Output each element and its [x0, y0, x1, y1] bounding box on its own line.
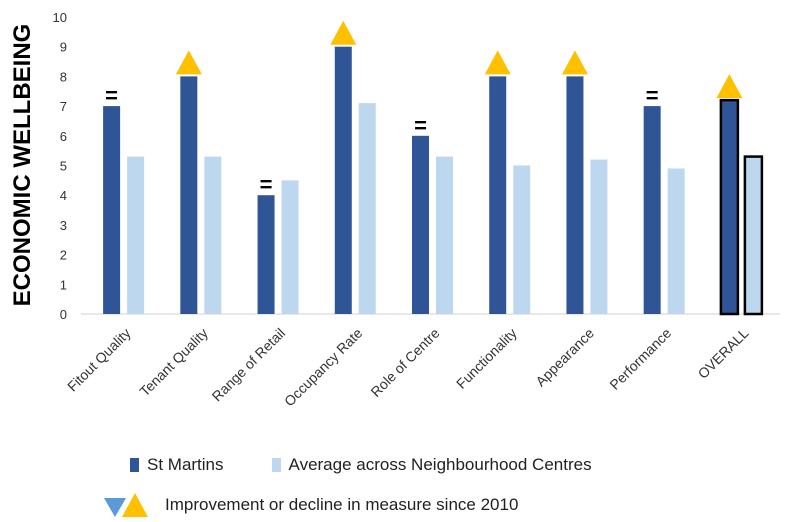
- x-tick-label-role-of-centre: Role of Centre: [367, 325, 442, 400]
- x-tick-label-functionality: Functionality: [453, 325, 520, 392]
- bar-st-martins-range-of-retail: [257, 195, 275, 314]
- legend-swatch-average: [271, 458, 281, 472]
- improvement-marker-overall: [716, 74, 743, 99]
- x-tick-label-tenant-quality: Tenant Quality: [136, 325, 211, 400]
- decline-triangle-icon: [104, 498, 126, 517]
- y-tick-label: 7: [60, 99, 67, 114]
- x-tick-label-overall: OVERALL: [695, 325, 752, 382]
- bar-st-martins-appearance: [566, 76, 584, 315]
- improvement-marker-appearance: [561, 50, 588, 75]
- bar-average-across-neighbourhood-centres-functionality: [513, 165, 531, 314]
- bar-average-across-neighbourhood-centres-performance: [667, 168, 685, 314]
- y-tick-label: 3: [60, 218, 67, 233]
- improvement-triangle-icon: [122, 493, 148, 517]
- x-tick-label-fitout-quality: Fitout Quality: [64, 325, 134, 395]
- y-axis-label: ECONOMIC WELLBEING: [9, 24, 36, 307]
- y-tick-label: 5: [60, 159, 67, 174]
- x-tick-label-range-of-retail: Range of Retail: [209, 325, 289, 405]
- legend-item-average: Average across Neighbourhood Centres: [271, 455, 592, 475]
- bar-average-across-neighbourhood-centres-occupancy-rate: [358, 103, 376, 314]
- bar-st-martins-role-of-centre: [412, 135, 429, 314]
- bar-st-martins-overall: [719, 98, 740, 316]
- bar-st-martins-fitout-quality: [103, 106, 121, 314]
- no-change-marker-fitout-quality: =: [105, 83, 118, 108]
- bar-average-across-neighbourhood-centres-role-of-centre: [436, 156, 453, 314]
- x-tick-label-appearance: Appearance: [532, 325, 597, 390]
- change-note-label: Improvement or decline in measure since …: [165, 495, 519, 514]
- bar-average-across-neighbourhood-centres-tenant-quality: [204, 156, 222, 314]
- legend-label-st-martins: St Martins: [147, 455, 224, 474]
- series-legend: St Martins Average across Neighbourhood …: [130, 455, 640, 475]
- y-tick-label: 4: [60, 188, 67, 203]
- y-tick-label: 6: [60, 129, 67, 144]
- bar-chart: 0 1 2 3 4 5 6 7 8 9 10 = = = = Fitout Quality Tenant Q…: [9, 10, 780, 410]
- no-change-marker-range-of-retail: =: [260, 172, 273, 197]
- no-change-marker-performance: =: [646, 83, 659, 108]
- y-tick-label: 0: [60, 307, 67, 322]
- bar-average-across-neighbourhood-centres-appearance: [590, 159, 608, 314]
- no-change-marker-role-of-centre: =: [414, 113, 427, 138]
- bar-average-across-neighbourhood-centres-range-of-retail: [281, 180, 299, 314]
- improvement-marker-tenant-quality: [175, 50, 202, 75]
- change-legend: Improvement or decline in measure since …: [103, 492, 518, 518]
- change-icons: [103, 492, 149, 518]
- y-tick-label: 1: [60, 277, 67, 292]
- bar-st-martins-performance: [643, 106, 661, 314]
- x-tick-label-performance: Performance: [606, 325, 674, 393]
- improvement-marker-functionality: [484, 50, 511, 75]
- legend-item-st-martins: St Martins: [130, 455, 224, 475]
- legend-swatch-st-martins: [130, 458, 139, 472]
- y-tick-label: 9: [60, 40, 67, 55]
- bar-average-across-neighbourhood-centres-fitout-quality: [127, 156, 145, 314]
- bar-st-martins-occupancy-rate: [334, 46, 352, 314]
- bar-st-martins-tenant-quality: [180, 76, 198, 315]
- y-tick-label: 2: [60, 248, 67, 263]
- y-tick-label: 8: [60, 69, 67, 84]
- x-tick-label-occupancy-rate: Occupancy Rate: [281, 325, 366, 410]
- y-tick-label: 10: [53, 10, 67, 25]
- bar-st-martins-functionality: [489, 76, 507, 315]
- improvement-marker-occupancy-rate: [330, 20, 357, 45]
- bar-average-across-neighbourhood-centres-overall: [743, 155, 764, 316]
- legend-label-average: Average across Neighbourhood Centres: [288, 455, 592, 474]
